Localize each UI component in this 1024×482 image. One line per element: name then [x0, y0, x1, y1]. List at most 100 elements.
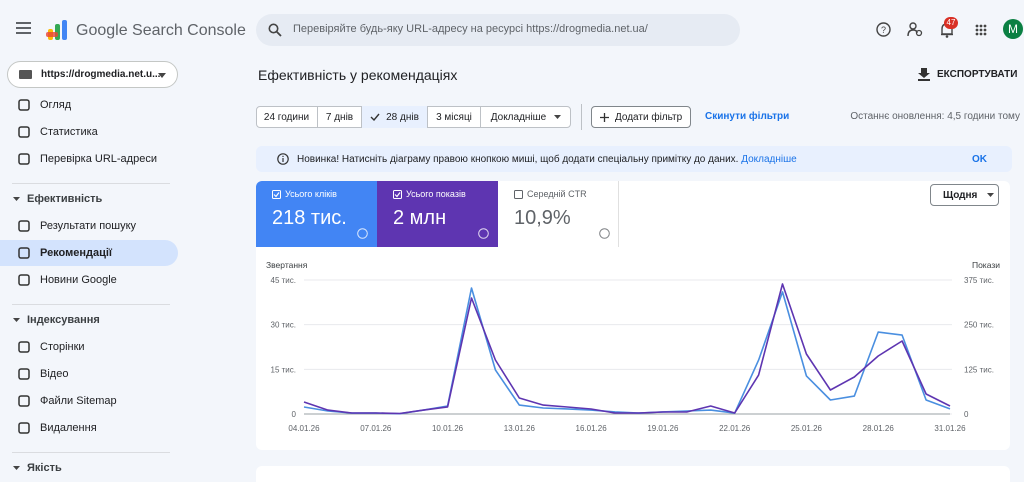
metric-help — [478, 228, 489, 239]
property-selector[interactable]: https://drogmedia.net.u... — [7, 61, 178, 88]
y2-tick-label: 250 тис. — [964, 321, 994, 330]
export-button[interactable]: ЕКСПОРТУВАТИ — [917, 66, 1017, 82]
metric-checkbox — [393, 190, 402, 199]
nav-item[interactable]: Рекомендації — [0, 240, 178, 266]
metric-card[interactable]: Усього показів 2 млн — [377, 181, 498, 247]
add-filter-label: Додати фільтр — [615, 111, 683, 123]
metric-card[interactable]: Усього кліків 218 тис. — [256, 181, 377, 247]
property-url: https://drogmedia.net.u... — [41, 69, 161, 80]
nav-section[interactable]: Індексування — [13, 314, 100, 326]
nav-item[interactable]: Файли Sitemap — [0, 388, 178, 414]
nav-icon — [18, 153, 30, 165]
table-card — [256, 466, 1010, 482]
range-label: 28 днів — [386, 111, 419, 123]
users-button[interactable] — [907, 22, 923, 37]
check-icon — [370, 113, 380, 121]
nav-label: Сторінки — [40, 341, 85, 353]
menu-button[interactable] — [16, 21, 32, 35]
nav-item[interactable]: Сторінки — [0, 334, 178, 360]
nav-icon — [18, 368, 30, 380]
info-icon — [277, 153, 289, 165]
nav-icon — [18, 247, 30, 259]
granularity-label: Щодня — [943, 189, 978, 201]
reset-filters[interactable]: Скинути фільтри — [705, 111, 790, 122]
top-bar: Google Search Console Перевіряйте будь-я… — [0, 0, 1024, 56]
add-filter-button[interactable]: Додати фільтр — [591, 106, 691, 128]
chart: Звертання Покази 0 15 тис. 30 тис. 45 тис. 0 12… — [266, 260, 1000, 433]
search-box[interactable]: Перевіряйте будь-яку URL-адресу на ресур… — [256, 14, 740, 46]
nav-divider — [12, 183, 170, 184]
help-button[interactable]: ? — [876, 22, 891, 37]
y2-axis-title: Покази — [972, 260, 1000, 270]
checkbox-check — [394, 192, 401, 198]
nav-icon — [18, 220, 30, 232]
nav-item[interactable]: Статистика — [0, 119, 178, 145]
arrow-shape — [13, 197, 20, 201]
range-button[interactable]: 28 днів — [362, 106, 428, 128]
nav-section[interactable]: Якість — [13, 462, 62, 474]
nav-icon — [18, 99, 30, 111]
range-button[interactable]: Докладніше — [481, 106, 571, 128]
nav-label: Статистика — [40, 126, 98, 138]
nav-item[interactable]: Видалення — [0, 415, 178, 441]
y2-tick-label: 125 тис. — [964, 365, 994, 374]
apps-button[interactable] — [975, 24, 987, 36]
notice-bar: Новинка! Натисніть діаграму правою кнопк… — [256, 146, 1012, 172]
plus-icon — [600, 112, 609, 122]
range-button[interactable]: 7 днів — [318, 106, 362, 128]
metric-label: Середній CTR — [527, 189, 587, 199]
range-button[interactable]: 3 місяці — [428, 106, 481, 128]
x-tick-label: 31.01.26 — [934, 424, 966, 433]
sidebar: https://drogmedia.net.u... Огляд Статисти… — [0, 56, 190, 482]
icon-shape — [18, 220, 30, 232]
metric-checkbox — [272, 190, 281, 199]
help-circle — [357, 228, 368, 239]
icon-shape — [18, 368, 30, 380]
page-title: Ефективність у рекомендаціях — [258, 67, 458, 83]
y2-tick-label: 0 — [964, 410, 969, 419]
svg-text:?: ? — [881, 25, 886, 35]
nav-label: Файли Sitemap — [40, 395, 117, 407]
range-label: 7 днів — [325, 111, 354, 123]
icon-shape — [18, 99, 30, 111]
nav-section[interactable]: Ефективність — [13, 193, 103, 205]
checkbox-box — [272, 190, 281, 199]
nav-section-title: Якість — [27, 462, 62, 474]
y-axis-title: Звертання — [266, 260, 308, 270]
nav-label: Результати пошуку — [40, 220, 137, 232]
metric-help — [599, 228, 610, 239]
notice-ok[interactable]: OK — [972, 154, 987, 165]
nav-label: Огляд — [40, 99, 72, 111]
metric-value: 218 тис. — [272, 207, 347, 229]
icon-shape — [18, 247, 30, 259]
dropdown-arrow — [554, 115, 562, 119]
nav-label: Новини Google — [40, 274, 117, 286]
metric-checkbox — [514, 190, 523, 199]
granularity-select[interactable]: Щодня — [930, 184, 999, 206]
x-tick-label: 25.01.26 — [791, 424, 823, 433]
range-button[interactable]: 24 години — [256, 106, 318, 128]
range-label: 24 години — [263, 111, 310, 123]
nav-item[interactable]: Перевірка URL-адреси — [0, 146, 178, 172]
x-tick-label: 19.01.26 — [647, 424, 679, 433]
range-label: 3 місяці — [436, 111, 472, 123]
avatar[interactable]: M — [1003, 19, 1023, 39]
range-label: Докладніше — [490, 111, 547, 123]
nav-section-title: Ефективність — [27, 193, 103, 205]
notice-message: Новинка! Натисніть діаграму правою кнопк… — [297, 154, 739, 165]
nav-item[interactable]: Огляд — [0, 92, 178, 118]
icon-shape — [18, 395, 30, 407]
nav-item[interactable]: Відео — [0, 361, 178, 387]
x-tick-label: 10.01.26 — [432, 424, 464, 433]
series-line — [303, 287, 951, 415]
notice-link[interactable]: Докладніше — [741, 154, 797, 165]
metric-card[interactable]: Середній CTR 10,9% — [498, 181, 619, 247]
filter-divider — [581, 104, 582, 130]
nav-item[interactable]: Новини Google — [0, 267, 178, 293]
x-tick-label: 04.01.26 — [288, 424, 320, 433]
arrow-shape — [554, 115, 562, 119]
x-tick-label: 07.01.26 — [360, 424, 392, 433]
nav-item[interactable]: Результати пошуку — [0, 213, 178, 239]
help-circle — [599, 228, 610, 239]
